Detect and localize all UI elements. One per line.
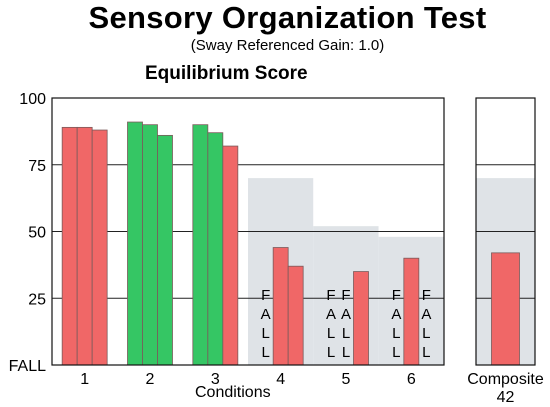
fall-marker-letter: L <box>327 325 335 342</box>
composite-label: Composite <box>467 371 544 388</box>
y-tick-label: 25 <box>28 291 46 308</box>
fall-marker-letter: A <box>391 306 401 323</box>
x-tick-label: 2 <box>146 371 155 388</box>
chart-title: Equilibrium Score <box>145 63 308 84</box>
fall-marker-letter: L <box>392 344 400 361</box>
y-tick-label: 50 <box>28 225 46 242</box>
x-tick-label: 3 <box>211 371 220 388</box>
fall-marker-letter: L <box>342 344 350 361</box>
trial-bar <box>287 265 304 366</box>
page-title: Sensory Organization Test <box>88 0 487 35</box>
fall-marker-letter: A <box>421 306 431 323</box>
fall-marker-letter: L <box>261 325 269 342</box>
fall-marker-letter: F <box>261 287 270 304</box>
x-axis-label: Conditions <box>195 384 271 401</box>
fall-marker-letter: F <box>392 287 401 304</box>
trial-bar <box>192 124 209 366</box>
y-tick-label: 100 <box>19 91 46 108</box>
fall-marker-letter: L <box>342 325 350 342</box>
fall-marker-letter: L <box>422 325 430 342</box>
trial-bar <box>127 121 143 366</box>
trial-bar <box>76 126 93 366</box>
trial-bar <box>61 126 78 366</box>
composite-value: 42 <box>497 389 515 406</box>
x-tick-label: 6 <box>407 371 416 388</box>
plot-frame <box>51 97 445 366</box>
fall-marker-letter: A <box>326 306 336 323</box>
fall-marker-letter: F <box>422 287 431 304</box>
x-tick-label: 4 <box>276 371 285 388</box>
x-tick-label: 5 <box>342 371 351 388</box>
x-tick-label: 1 <box>80 371 89 388</box>
trial-bar <box>142 124 158 366</box>
trial-bar <box>222 145 239 366</box>
fall-marker-letter: A <box>341 306 351 323</box>
y-tick-label: 75 <box>28 158 46 175</box>
y-tick-label: FALL <box>9 358 46 375</box>
trial-bar <box>272 247 289 366</box>
fall-marker-letter: F <box>326 287 335 304</box>
page-subtitle: (Sway Referenced Gain: 1.0) <box>190 37 385 54</box>
trial-bar <box>91 129 108 366</box>
fall-marker-letter: A <box>261 306 271 323</box>
trial-bar <box>353 271 369 366</box>
composite-bar <box>491 252 520 366</box>
fall-marker-letter: L <box>392 325 400 342</box>
fall-marker-letter: F <box>341 287 350 304</box>
trial-bar <box>207 132 224 366</box>
normal-band-above <box>378 98 444 237</box>
normal-band-above <box>248 98 314 179</box>
trial-bar <box>403 257 420 366</box>
trial-bar <box>157 134 173 366</box>
fall-marker-letter: L <box>422 344 430 361</box>
fall-marker-letter: L <box>327 344 335 361</box>
composite-frame <box>475 97 536 366</box>
normal-band-above <box>313 98 379 227</box>
fall-marker-letter: L <box>261 344 269 361</box>
